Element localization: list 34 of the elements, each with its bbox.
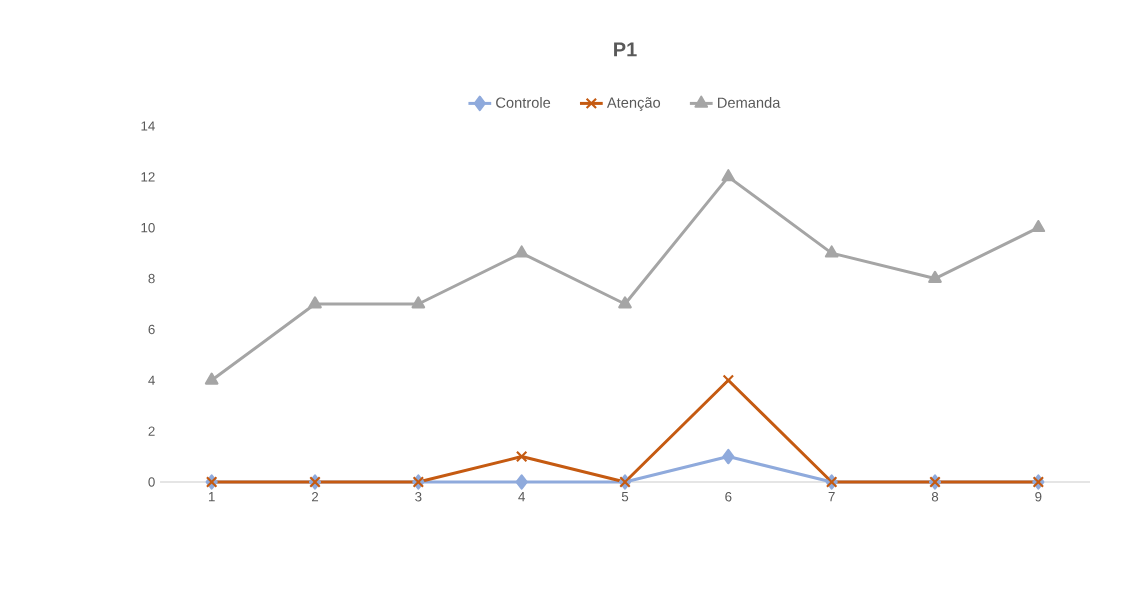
point xyxy=(411,296,426,309)
y-tick-label: 0 xyxy=(148,477,155,487)
point xyxy=(722,448,735,465)
x-tick-label: 1 xyxy=(208,492,215,502)
point xyxy=(824,245,839,258)
point xyxy=(928,270,942,283)
x-tick-label: 6 xyxy=(725,492,732,502)
y-tick-label: 12 xyxy=(141,172,155,182)
y-tick-label: 14 xyxy=(141,121,155,131)
point xyxy=(1031,219,1046,233)
point xyxy=(515,450,528,463)
legend-label: Controle xyxy=(496,97,551,108)
x-tick-label: 4 xyxy=(518,492,525,502)
point xyxy=(204,372,219,385)
x-tick-label: 9 xyxy=(1035,492,1042,502)
y-tick-label: 2 xyxy=(148,426,155,436)
point xyxy=(514,245,529,258)
point xyxy=(308,296,322,309)
y-tick-label: 4 xyxy=(148,375,155,385)
x-tick-label: 7 xyxy=(828,492,835,502)
point xyxy=(721,169,736,182)
x-tick-label: 8 xyxy=(931,492,939,502)
point xyxy=(618,296,632,309)
point xyxy=(515,474,528,490)
point xyxy=(722,374,735,387)
y-tick-label: 8 xyxy=(148,273,155,284)
legend-label: Demanda xyxy=(718,97,781,108)
y-tick-label: 10 xyxy=(141,223,155,233)
chart-title: P1 xyxy=(614,42,637,57)
x-tick-label: 3 xyxy=(415,492,422,502)
legend-label: Atenção xyxy=(606,97,661,111)
x-tick-label: 2 xyxy=(311,492,319,502)
x-tick-label: 5 xyxy=(621,492,629,502)
y-tick-label: 6 xyxy=(148,324,155,335)
